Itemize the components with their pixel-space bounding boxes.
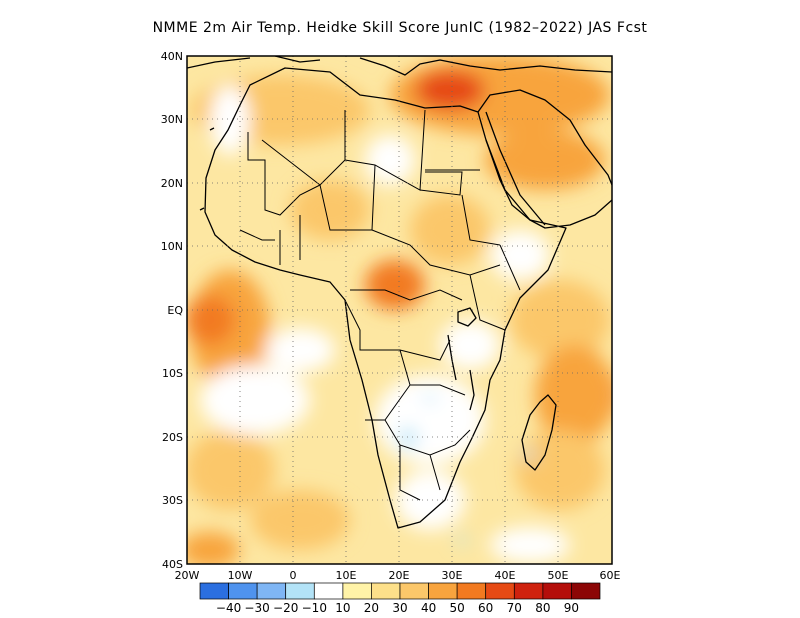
lon-label: 10E xyxy=(336,569,357,582)
colorbar-swatch xyxy=(456,582,487,600)
colorbar-label: −30 xyxy=(244,601,269,615)
lat-label: 20S xyxy=(162,431,183,444)
lon-label: 0 xyxy=(290,569,297,582)
lon-label: 20W xyxy=(175,569,200,582)
colorbar-swatch xyxy=(371,582,401,600)
map-title: NMME 2m Air Temp. Heidke Skill Score Jun… xyxy=(152,20,648,36)
map-frame xyxy=(186,55,613,565)
colorbar-label: −10 xyxy=(302,601,327,615)
lat-label: 40N xyxy=(161,50,183,63)
colorbar-label: 20 xyxy=(364,601,379,615)
colorbar-swatch xyxy=(313,582,344,600)
colorbar-labels: −40 −30 −20 −10 10 20 30 40 50 60 70 80 … xyxy=(216,601,579,615)
colorbar-swatch xyxy=(342,582,372,600)
colorbar-swatch xyxy=(485,582,515,600)
grid-lines xyxy=(187,56,612,564)
lat-label: EQ xyxy=(167,304,183,317)
lon-label: 10W xyxy=(228,569,253,582)
colorbar-swatch xyxy=(256,582,287,600)
africa-coastline xyxy=(204,67,567,529)
arabian-peninsula xyxy=(477,89,612,229)
colorbar-swatch xyxy=(571,582,601,600)
colorbar-swatch xyxy=(285,582,315,600)
southern-europe-coast xyxy=(187,56,612,76)
colorbar-swatch xyxy=(542,582,572,600)
lon-label: 30E xyxy=(442,569,463,582)
colorbar-swatch xyxy=(228,582,258,600)
longitude-labels: 20W 10W 0 10E 20E 30E 40E 50E 60E xyxy=(175,569,621,582)
colorbar-label: 70 xyxy=(507,601,522,615)
lat-label: 10N xyxy=(161,240,183,253)
colorbar-label: −20 xyxy=(273,601,298,615)
colorbar-label: 10 xyxy=(335,601,350,615)
colorbar-swatch xyxy=(199,582,229,600)
lat-label: 40S xyxy=(162,558,183,571)
lon-label: 60E xyxy=(600,569,621,582)
colorbar-swatch xyxy=(513,582,544,600)
country-borders xyxy=(239,109,521,501)
colorbar-label: 40 xyxy=(421,601,436,615)
latitude-labels: 40N 30N 20N 10N EQ 10S 20S 30S 40S xyxy=(161,50,184,571)
colorbar-label: 80 xyxy=(535,601,550,615)
lon-label: 20E xyxy=(389,569,410,582)
lat-label: 20N xyxy=(161,177,183,190)
coastlines xyxy=(187,56,612,529)
madagascar xyxy=(521,394,557,471)
lon-label: 50E xyxy=(548,569,569,582)
colorbar-label: 90 xyxy=(564,601,579,615)
colorbar-label: −40 xyxy=(216,601,241,615)
lat-label: 10S xyxy=(162,367,183,380)
colorbar-label: 50 xyxy=(449,601,464,615)
colorbar-label: 30 xyxy=(392,601,407,615)
lat-label: 30N xyxy=(161,113,183,126)
colorbar-swatch xyxy=(399,582,429,600)
lon-label: 40E xyxy=(495,569,516,582)
colorbar-label: 60 xyxy=(478,601,493,615)
colorbar xyxy=(199,582,601,600)
colorbar-swatch xyxy=(428,582,458,600)
lat-label: 30S xyxy=(162,494,183,507)
